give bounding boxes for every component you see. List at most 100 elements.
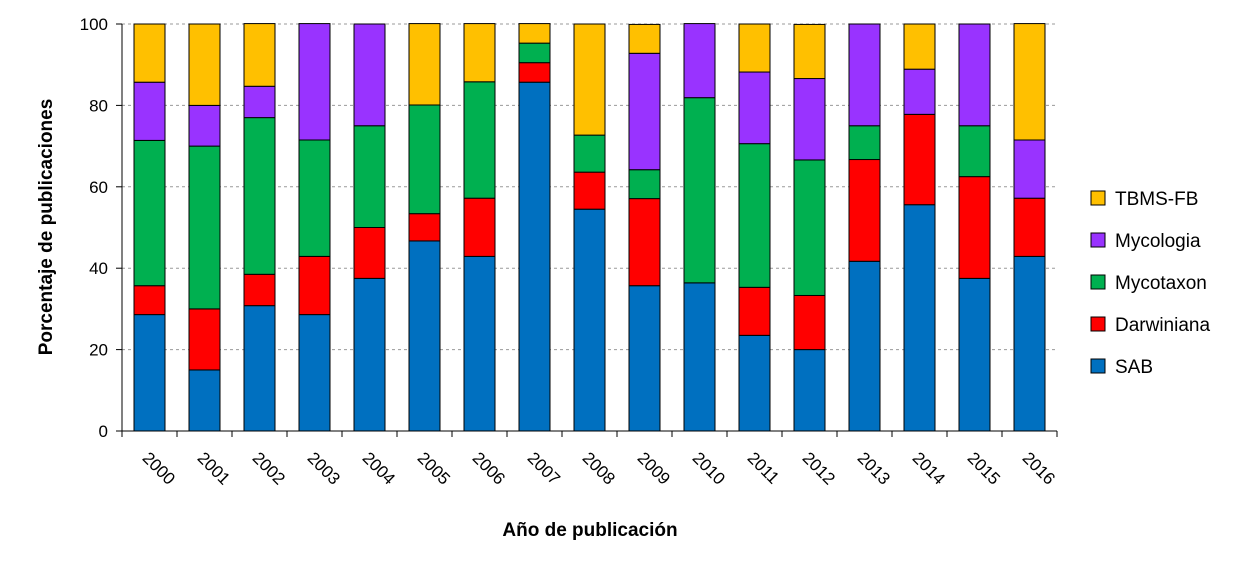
- x-tick-label: 2014: [909, 448, 949, 488]
- bar-segment: [518, 23, 551, 44]
- y-tick-label: 40: [89, 259, 108, 278]
- x-tick-label: 2005: [414, 448, 454, 488]
- legend-swatch: [1090, 190, 1106, 206]
- bar-segment: [463, 197, 496, 257]
- bar-segment: [243, 273, 276, 307]
- bar-segment: [848, 125, 881, 161]
- bar-segment: [133, 285, 166, 316]
- bar-segment: [298, 314, 331, 432]
- bar-segment: [133, 139, 166, 287]
- bar-segment: [628, 169, 661, 200]
- bar-segment: [463, 23, 496, 83]
- bar-segment: [243, 85, 276, 119]
- x-tick-label: 2001: [194, 448, 234, 488]
- bar-segment: [628, 23, 661, 54]
- bar-segment: [738, 286, 771, 336]
- bar-segment: [793, 349, 826, 432]
- bar-segment: [518, 62, 551, 83]
- bar-segment: [903, 23, 936, 70]
- bar-segment: [573, 23, 606, 136]
- bar-segment: [958, 23, 991, 127]
- bar-segment: [903, 68, 936, 115]
- bar-segment: [353, 277, 386, 432]
- bar-segment: [133, 81, 166, 141]
- bar-segment: [1013, 139, 1046, 199]
- bar-segment: [188, 104, 221, 147]
- x-tick-label: 2009: [634, 448, 674, 488]
- bar-segment: [463, 255, 496, 432]
- bar-segment: [738, 23, 771, 73]
- legend: TBMS-FB Mycologia Mycotaxon Darwiniana SAB: [1090, 189, 1210, 378]
- x-tick-label: 2010: [689, 448, 729, 488]
- bar-segment: [848, 260, 881, 432]
- x-tick-label: 2016: [1019, 448, 1059, 488]
- y-tick-label: 100: [80, 15, 108, 34]
- bar-segment: [1013, 197, 1046, 257]
- bar-segment: [188, 369, 221, 432]
- bar-segment: [408, 240, 441, 432]
- bar-segment: [188, 308, 221, 371]
- legend-label: TBMS-FB: [1115, 189, 1198, 210]
- bar-segment: [683, 282, 716, 432]
- bar-segment: [408, 104, 441, 215]
- bar-segment: [353, 125, 386, 228]
- legend-label: SAB: [1115, 357, 1153, 378]
- bar-segment: [738, 71, 771, 145]
- legend-label: Mycologia: [1115, 231, 1201, 252]
- axes: [116, 23, 1058, 437]
- y-axis-title: Porcentaje de publicaciones: [36, 99, 57, 356]
- bar-segment: [518, 81, 551, 432]
- x-tick-label: 2004: [359, 448, 399, 488]
- bar-segment: [958, 277, 991, 432]
- bar-segment: [958, 125, 991, 178]
- legend-label: Mycotaxon: [1115, 273, 1207, 294]
- bar-segment: [243, 305, 276, 432]
- bar-segment: [903, 204, 936, 432]
- bar-segment: [628, 285, 661, 432]
- bar-segment: [573, 134, 606, 173]
- legend-swatch: [1090, 274, 1106, 290]
- bar-segment: [793, 294, 826, 351]
- x-tick-label: 2002: [249, 448, 289, 488]
- bar-segment: [738, 143, 771, 288]
- x-tick-labels: 2000 2001 2002 2003 2004 2005 2006 2007 2008 2009…: [139, 448, 1059, 488]
- x-tick-label: 2015: [964, 448, 1004, 488]
- bar-segment: [463, 81, 496, 199]
- legend-label: Darwiniana: [1115, 315, 1210, 336]
- x-tick-label: 2011: [744, 448, 783, 487]
- x-tick-label: 2012: [799, 448, 839, 488]
- x-tick-label: 2000: [139, 448, 179, 488]
- bar-segment: [243, 23, 276, 87]
- bar-segment: [903, 113, 936, 206]
- y-tick-label: 80: [89, 96, 108, 115]
- y-tick-labels: 0 20 40 60 80 100: [80, 15, 108, 441]
- x-tick-label: 2008: [579, 448, 619, 488]
- legend-swatch: [1090, 232, 1106, 248]
- bar-segment: [573, 171, 606, 210]
- bars: [133, 23, 1046, 432]
- bar-segment: [133, 314, 166, 432]
- bar-segment: [683, 23, 716, 99]
- bar-segment: [298, 139, 331, 257]
- bar-segment: [738, 334, 771, 432]
- x-tick-label: 2007: [524, 448, 564, 488]
- bar-segment: [1013, 255, 1046, 432]
- bar-segment: [298, 255, 331, 316]
- legend-swatch: [1090, 316, 1106, 332]
- y-tick-label: 60: [89, 178, 108, 197]
- bar-segment: [848, 23, 881, 127]
- x-tick-label: 2013: [854, 448, 894, 488]
- x-tick-label: 2003: [304, 448, 344, 488]
- bar-segment: [683, 97, 716, 284]
- bar-segment: [628, 198, 661, 287]
- legend-swatch: [1090, 358, 1106, 374]
- y-tick-label: 0: [99, 422, 108, 441]
- bar-segment: [1013, 23, 1046, 141]
- bar-segment: [188, 23, 221, 106]
- y-tick-label: 20: [89, 341, 108, 360]
- bar-segment: [188, 145, 221, 310]
- bar-segment: [573, 208, 606, 432]
- bar-segment: [793, 23, 826, 80]
- bar-segment: [408, 23, 441, 106]
